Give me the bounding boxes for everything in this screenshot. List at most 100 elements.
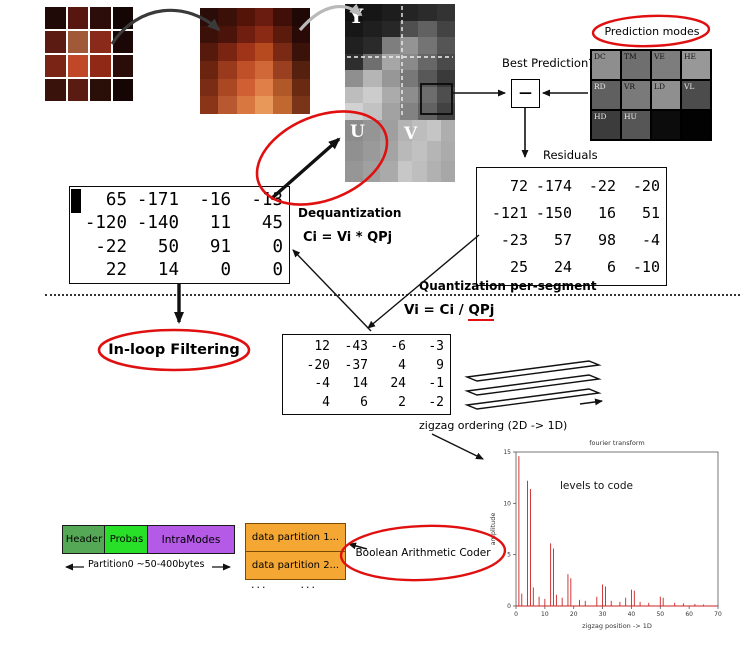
prediction-mode-dc: DC [591, 50, 621, 80]
pixel-block [412, 120, 427, 141]
pixel-block [362, 120, 381, 141]
mode-label: DC [594, 52, 606, 61]
pixel-block [398, 161, 413, 182]
matrix-cell: -4 [641, 231, 660, 249]
levels-to-code-label: levels to code [560, 480, 633, 492]
pixel-block [273, 78, 292, 97]
matrix-cell: 4 [398, 357, 406, 373]
y-tick-label: 0 [507, 603, 511, 610]
pixel-block [381, 103, 400, 120]
prediction-mode-ve: VE [651, 50, 681, 80]
matrix-row: 65 -171 -16 -13 [70, 190, 289, 210]
pixel-block [436, 37, 455, 54]
pixel-block [418, 37, 437, 54]
pixel-block [218, 43, 237, 61]
pixel-block [45, 79, 66, 101]
pixel-block [363, 70, 382, 87]
pixel-block [291, 78, 310, 97]
data-partition-2-box: data partition 2... [245, 551, 346, 580]
probas-partition-box: Probas [104, 525, 149, 554]
zigzag-scan-arrow [579, 398, 603, 406]
subtraction-box: — [511, 79, 540, 108]
y-tick-label: 5 [507, 552, 511, 559]
pixel-block [418, 4, 437, 21]
prediction-mode-ld: LD [651, 80, 681, 110]
pixel-block [345, 53, 364, 71]
matrix-cell: -120 [84, 213, 127, 234]
matrix-cell: 4 [322, 395, 330, 411]
chart-ylabel: amplitude [489, 513, 497, 546]
pixel-block [273, 8, 292, 26]
matrix-row: 12 -43 -6 -3 [283, 339, 450, 354]
pixel-block [380, 120, 398, 141]
pixel-block [255, 96, 274, 114]
pixel-block [381, 4, 400, 21]
matrix-cell: 24 [390, 376, 406, 392]
data-partition-2-label: data partition 2... [251, 560, 340, 571]
pixel-block [426, 120, 441, 141]
pixel-block [45, 7, 66, 29]
pixel-block [45, 31, 66, 53]
quantization-label: Quantization per-segment [419, 279, 597, 293]
source-image-with-macroblock-grid [45, 7, 133, 101]
matrix-cell: -121 [491, 204, 528, 222]
mode-label: VL [684, 82, 695, 91]
pixel-block [363, 86, 382, 104]
pixel-block [291, 96, 310, 114]
matrix-cell: 22 [105, 259, 127, 280]
pixel-block [400, 86, 419, 104]
matrix-cell: 12 [314, 338, 330, 354]
pixel-block [412, 140, 427, 162]
pixel-block [67, 31, 88, 53]
matrix-cell: 57 [553, 231, 572, 249]
matrix-cell: -23 [500, 231, 528, 249]
pixel-block [218, 96, 237, 114]
pixel-block [236, 60, 255, 79]
pixel-block [381, 86, 400, 104]
minus-sign: — [519, 86, 532, 101]
levels-to-code-chart: 0 10 20 30 40 50 60 70 0 5 10 15 fourier transform zi… [489, 439, 722, 630]
pixel-block [255, 8, 274, 26]
pixel-block [112, 55, 133, 77]
residuals-matrix: 72 -174 -22 -20 -121 -150 16 51 -23 57 98 -4 25 24 6 -1… [476, 167, 667, 286]
matrix-cell: 0 [220, 259, 231, 280]
matrix-cell: 16 [597, 204, 616, 222]
chart-xlabel: zigzag position -> 1D [582, 622, 652, 630]
mode-label: HD [594, 112, 607, 121]
pixel-block [273, 43, 292, 61]
pixel-block [418, 86, 437, 104]
pixel-block [363, 53, 382, 71]
header-partition-box: Header [62, 525, 106, 554]
pixel-block [218, 60, 237, 79]
dequantization-formula: Ci = Vi * QPj [303, 230, 393, 245]
pixel-block [345, 161, 363, 182]
matrix-cell: -43 [344, 338, 368, 354]
pixel-block [345, 103, 364, 120]
x-tick-label: 40 [628, 611, 636, 618]
pixel-block [363, 20, 382, 38]
pixel-block [218, 25, 237, 44]
matrix-cell: 11 [209, 213, 231, 234]
matrix-cell: -22 [95, 236, 127, 257]
x-tick-label: 20 [570, 611, 578, 618]
pixel-block [400, 37, 419, 54]
pixel-block [218, 8, 237, 26]
pixel-block [380, 140, 398, 162]
pixel-block [273, 96, 292, 114]
quantized-matrix: 12 -43 -6 -3 -20 -37 4 9 -4 14 24 -1 4 6 2 -2 [282, 334, 451, 415]
boolean-arithmetic-coder-label: Boolean Arithmetic Coder [355, 547, 491, 559]
pixel-block [380, 161, 398, 182]
dequantization-label: Dequantization [298, 206, 402, 220]
mode-label: HU [624, 112, 637, 121]
x-tick-label: 30 [599, 611, 607, 618]
y-tick-label: 15 [503, 449, 511, 456]
zoomed-macroblock-image [200, 8, 310, 114]
plot-frame [515, 451, 719, 607]
pixel-block [273, 60, 292, 79]
pixel-block [363, 37, 382, 54]
pixel-block [291, 25, 310, 44]
matrix-row: -23 57 98 -4 [477, 231, 666, 249]
matrix-row: -4 14 24 -1 [283, 376, 450, 391]
matrix-cell: -171 [136, 190, 179, 211]
mode-label: HE [684, 52, 697, 61]
